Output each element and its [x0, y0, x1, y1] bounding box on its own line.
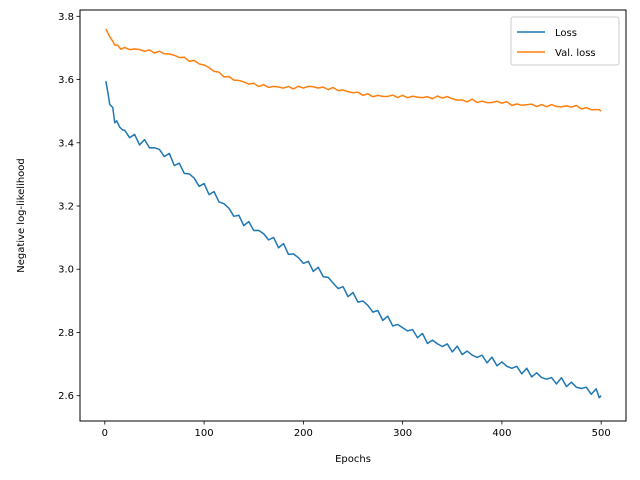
x-tick-label: 200: [294, 428, 313, 439]
x-tick-label: 500: [592, 428, 611, 439]
y-tick-label: 3.0: [58, 265, 74, 276]
series-line-val-loss: [105, 28, 602, 112]
x-tick-label: 300: [393, 428, 412, 439]
y-tick-label: 2.8: [58, 328, 74, 339]
y-tick-label: 3.2: [58, 202, 74, 213]
legend-label: Val. loss: [555, 48, 596, 59]
y-tick-label: 3.4: [58, 138, 74, 149]
legend-label: Loss: [555, 28, 577, 39]
series-line-loss: [105, 80, 602, 399]
plot-frame: [79, 9, 627, 422]
x-tick-label: 0: [102, 428, 108, 439]
y-axis-label: Negative log-likelihood: [16, 158, 27, 273]
y-axis-ticks: 2.6 2.8 3.0 3.2 3.4 3.6 3.8: [58, 12, 80, 402]
x-tick-label: 100: [195, 428, 214, 439]
x-axis-ticks: 0 100 200 300 400 500: [102, 421, 611, 439]
y-tick-label: 2.6: [58, 391, 74, 402]
legend: Loss Val. loss: [510, 16, 620, 66]
x-tick-label: 400: [492, 428, 511, 439]
y-tick-label: 3.8: [58, 12, 74, 23]
x-axis-label: Epochs: [335, 454, 371, 465]
series-lines: [105, 28, 602, 399]
y-tick-label: 3.6: [58, 75, 74, 86]
legend-box: [510, 16, 620, 66]
